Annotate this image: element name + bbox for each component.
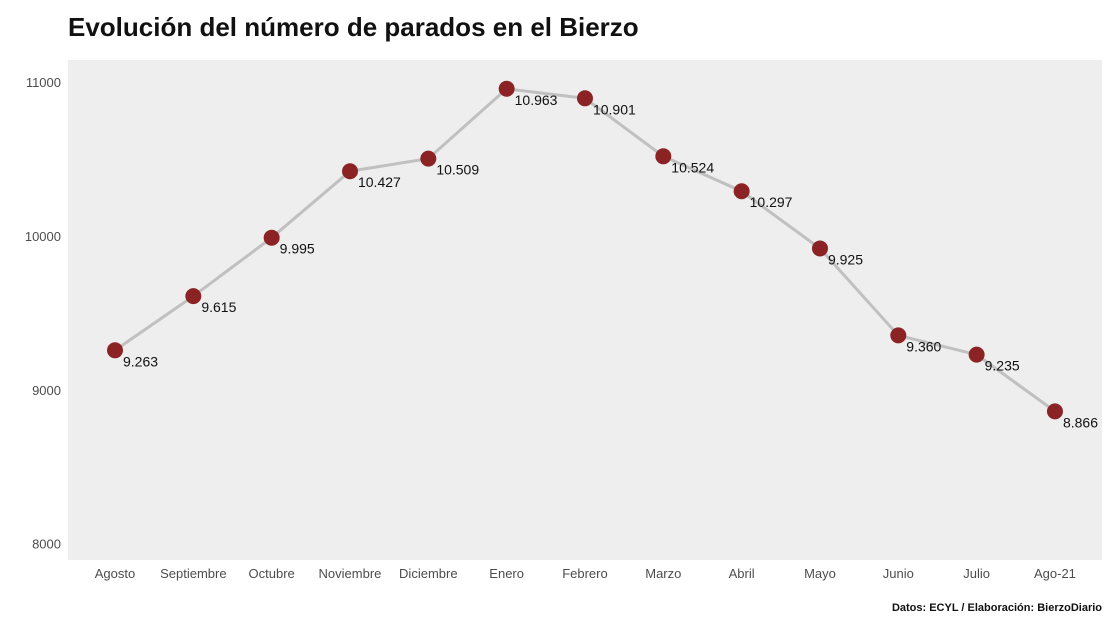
y-tick-label: 11000 — [26, 75, 61, 90]
x-tick-label: Julio — [963, 566, 990, 581]
data-labels: 9.263 9.615 9.995 10.427 10.509 10.963 10.901 1… — [123, 92, 1098, 431]
data-point — [733, 183, 750, 200]
data-label: 9.925 — [828, 251, 863, 267]
data-point — [890, 327, 907, 344]
data-label: 8.866 — [1063, 414, 1098, 430]
x-tick-label: Abril — [729, 566, 755, 581]
x-tick-label: Noviembre — [319, 566, 382, 581]
data-label: 10.427 — [358, 174, 401, 190]
data-label: 9.263 — [123, 353, 158, 369]
data-point — [1046, 403, 1063, 420]
source-caption: Datos: ECYL / Elaboración: BierzoDiario — [891, 602, 1102, 614]
data-point — [811, 240, 828, 257]
data-label: 10.901 — [593, 101, 636, 117]
y-tick-label: 10000 — [25, 229, 61, 244]
data-point — [968, 346, 985, 363]
x-tick-label: Enero — [489, 566, 524, 581]
x-tick-label: Ago-21 — [1034, 566, 1076, 581]
x-tick-label: Febrero — [562, 566, 608, 581]
chart-title: Evolución del número de parados en el Bi… — [68, 12, 639, 42]
data-point — [655, 148, 672, 165]
y-axis-ticks: 8000 9000 10000 11000 — [25, 75, 61, 552]
data-points — [107, 80, 1063, 420]
data-label: 9.615 — [201, 299, 236, 315]
x-tick-label: Diciembre — [399, 566, 458, 581]
data-point — [498, 80, 515, 97]
data-point — [341, 163, 358, 180]
data-label: 10.297 — [750, 194, 793, 210]
x-tick-label: Marzo — [645, 566, 681, 581]
data-point — [185, 288, 202, 305]
data-point — [576, 90, 593, 107]
x-tick-label: Octubre — [249, 566, 295, 581]
data-label: 10.524 — [671, 159, 714, 175]
y-tick-label: 9000 — [32, 383, 61, 398]
data-point — [107, 342, 123, 359]
x-axis-ticks: Agosto Septiembre Octubre Noviembre Diciembr… — [95, 566, 1076, 581]
data-label: 9.995 — [280, 241, 315, 257]
data-label: 10.963 — [515, 92, 558, 108]
data-label: 9.235 — [985, 358, 1020, 374]
x-tick-label: Septiembre — [160, 566, 226, 581]
x-tick-label: Agosto — [95, 566, 135, 581]
plot-panel — [68, 60, 1102, 560]
data-point — [263, 229, 280, 246]
y-tick-label: 8000 — [32, 537, 61, 552]
data-label: 10.509 — [436, 162, 479, 178]
x-tick-label: Junio — [883, 566, 914, 581]
x-tick-label: Mayo — [804, 566, 836, 581]
data-label: 9.360 — [906, 338, 941, 354]
data-point — [420, 150, 437, 167]
